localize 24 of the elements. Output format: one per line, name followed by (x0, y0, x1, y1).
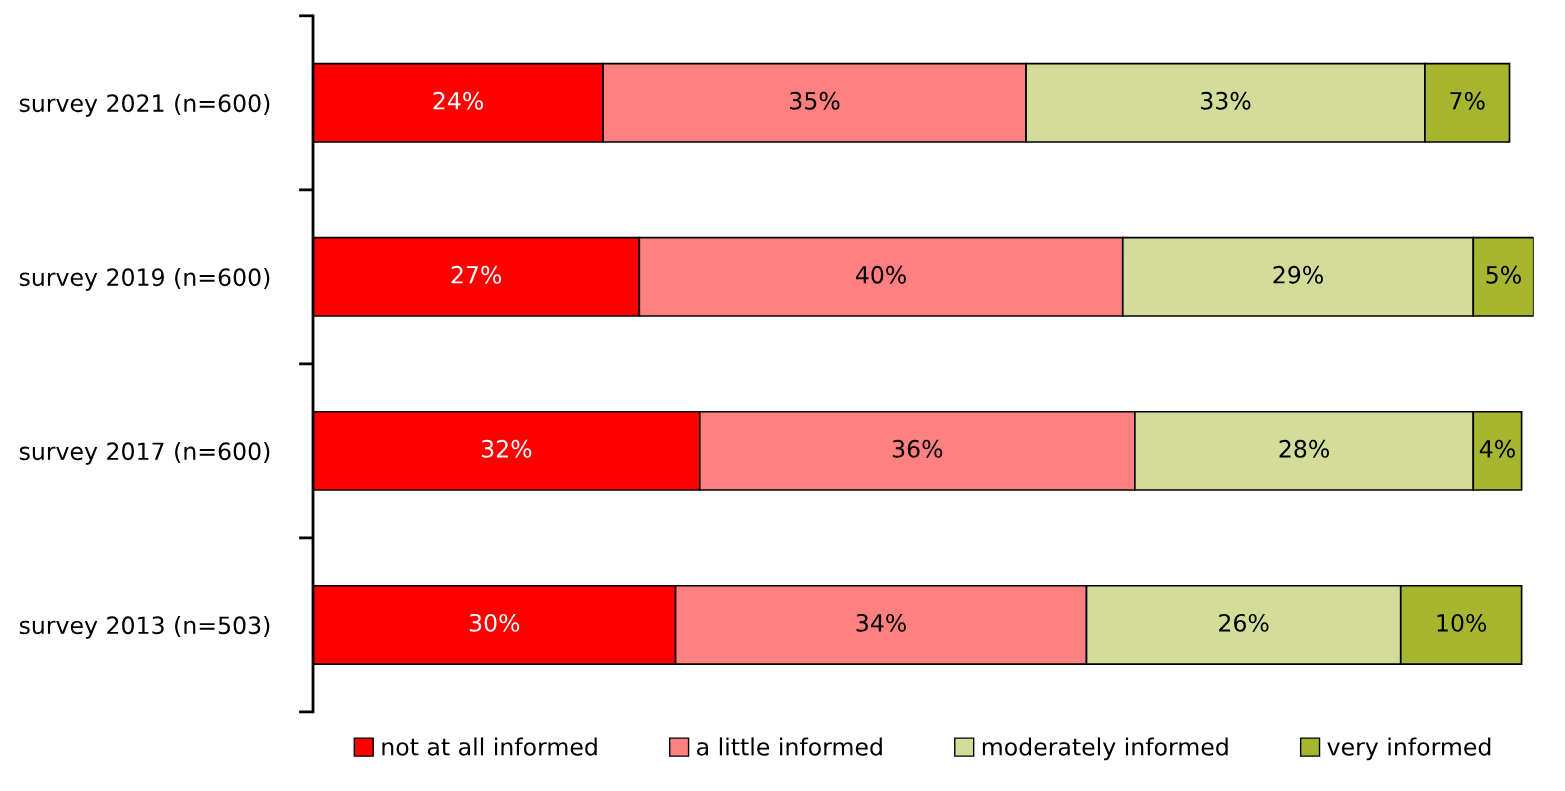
data-label: 4% (1479, 439, 1515, 458)
legend-label: not at all informed (382, 737, 597, 756)
data-label: 34% (856, 613, 906, 632)
data-label: 40% (855, 265, 906, 284)
data-label: 35% (790, 91, 840, 110)
y-tick-label: survey 2021 (n=600) (19, 93, 270, 117)
data-label: 28% (1279, 439, 1329, 458)
data-label: 32% (481, 439, 532, 458)
data-label: 24% (433, 91, 483, 110)
data-label: 26% (1219, 613, 1269, 632)
legend-label: a little informed (697, 737, 882, 756)
legend-label: very informed (1327, 737, 1491, 761)
y-tick-label: survey 2013 (n=503) (19, 615, 270, 639)
data-label: 36% (892, 439, 943, 458)
y-tick-label: survey 2019 (n=600) (19, 267, 270, 291)
data-label: 33% (1201, 91, 1251, 110)
data-label: 27% (451, 265, 502, 284)
y-tick-label: survey 2017 (n=600) (19, 441, 270, 465)
data-label: 5% (1486, 265, 1521, 284)
legend-label: moderately informed (982, 737, 1228, 761)
data-label: 30% (469, 613, 520, 632)
data-label: 29% (1273, 265, 1323, 284)
data-label: 7% (1450, 91, 1485, 110)
data-label: 10% (1437, 613, 1487, 632)
